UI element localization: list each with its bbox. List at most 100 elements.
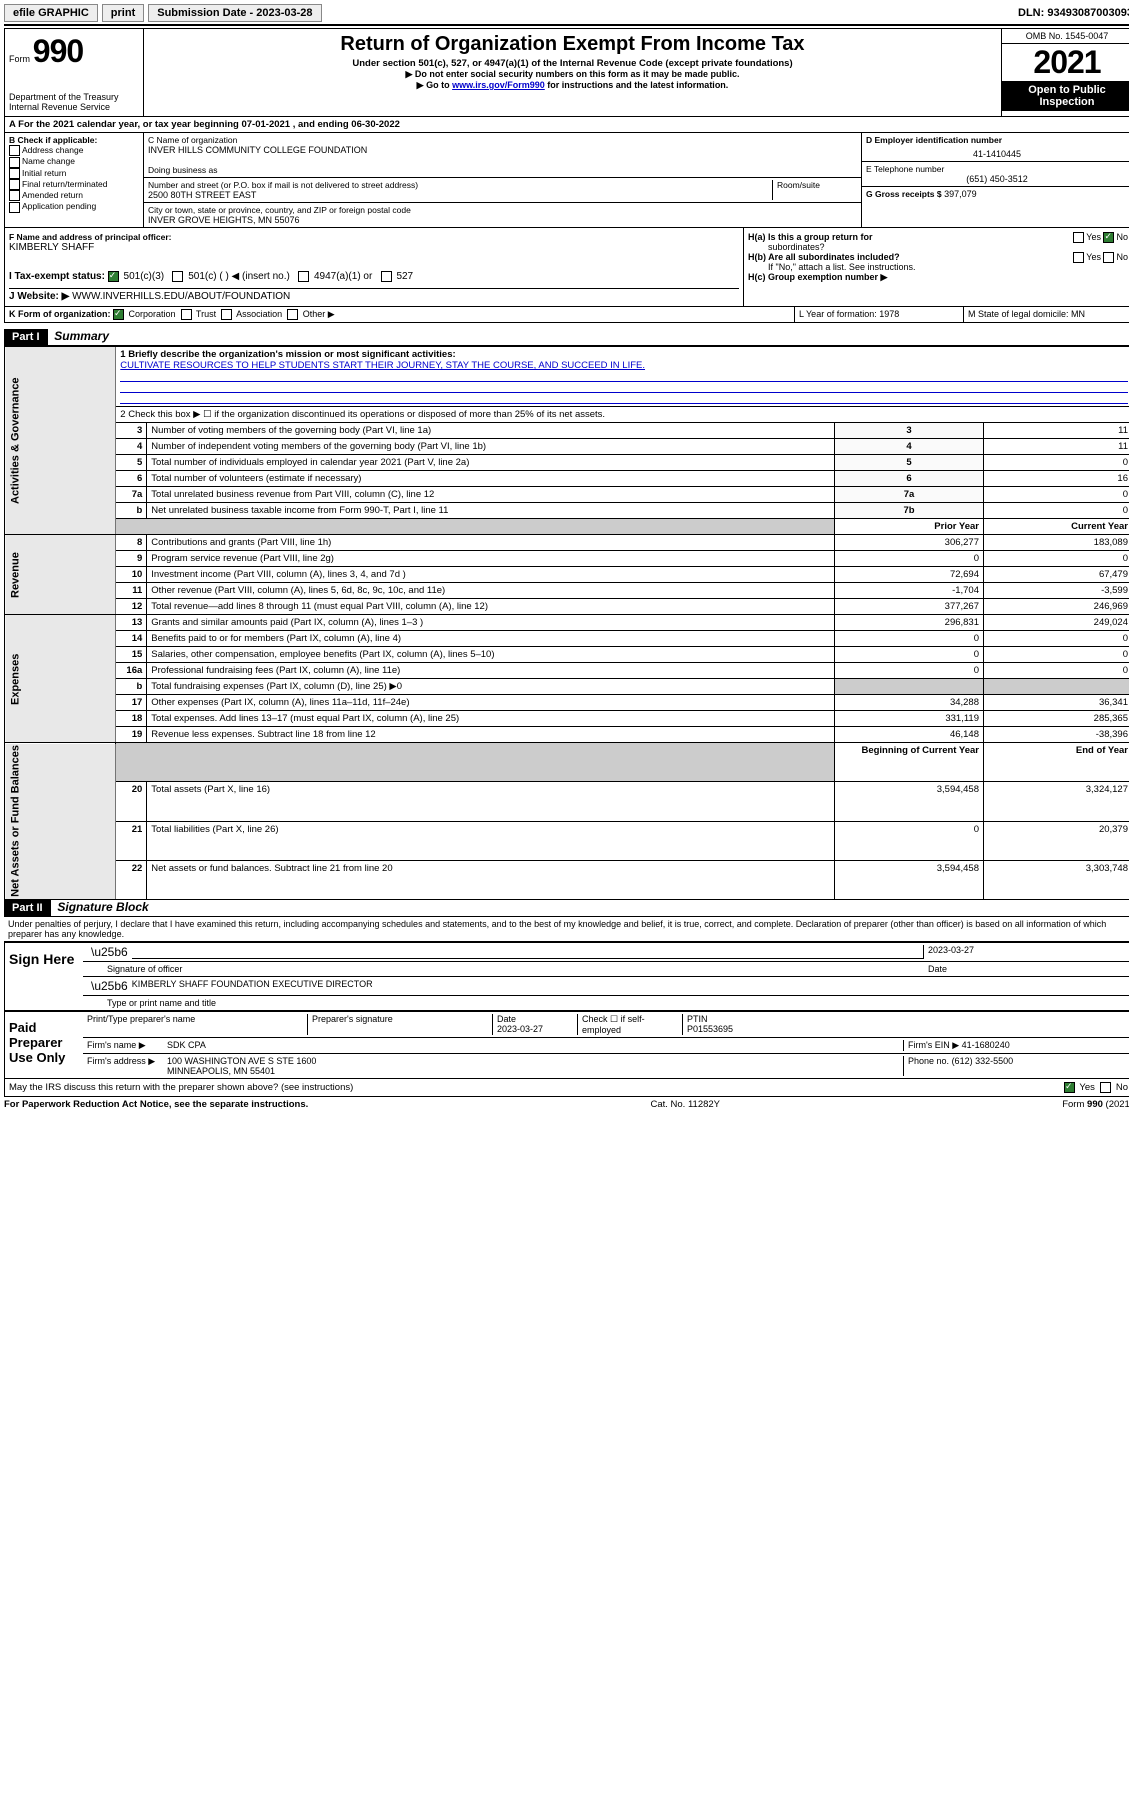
chk-corp[interactable]: [113, 309, 124, 320]
sig-date: 2023-03-27: [923, 945, 1128, 959]
submission-date-button[interactable]: Submission Date - 2023-03-28: [148, 4, 321, 22]
chk-Ha-yes[interactable]: [1073, 232, 1084, 243]
footer-right: Form 990 (2021): [1062, 1099, 1129, 1110]
form-prefix: Form: [9, 54, 30, 64]
chk-name-change[interactable]: Name change: [9, 156, 139, 167]
part2-header: Part II: [4, 900, 51, 916]
omb-number: OMB No. 1545-0047: [1002, 29, 1129, 44]
chk-501c3[interactable]: [108, 271, 119, 282]
E-label: E Telephone number: [866, 164, 1128, 174]
form-title: Return of Organization Exempt From Incom…: [148, 33, 997, 56]
part1-header: Part I: [4, 329, 48, 345]
page-footer: For Paperwork Reduction Act Notice, see …: [4, 1097, 1129, 1112]
top-bar: efile GRAPHIC print Submission Date - 20…: [4, 4, 1129, 22]
K-label: K Form of organization:: [9, 309, 111, 319]
Hb-row: H(b) Are all subordinates included? Yes …: [748, 252, 1128, 272]
chk-Ha-no[interactable]: [1103, 232, 1114, 243]
end-year-header: End of Year: [984, 743, 1129, 782]
subtitle-3: ▶ Go to www.irs.gov/Form990 for instruct…: [148, 80, 997, 91]
chk-Hb-yes[interactable]: [1073, 252, 1084, 263]
go-to-prefix: ▶ Go to: [417, 80, 452, 90]
chk-Hb-no[interactable]: [1103, 252, 1114, 263]
C-name-label: C Name of organization: [148, 135, 857, 145]
dept-treasury: Department of the Treasury: [9, 92, 139, 102]
ptin-col: PTINP01553695: [683, 1014, 1128, 1035]
J-label: J Website: ▶: [9, 291, 69, 302]
form-header: Form 990 Department of the Treasury Inte…: [4, 28, 1129, 117]
footer-mid: Cat. No. 11282Y: [650, 1099, 720, 1110]
open-public-badge: Open to Public Inspection: [1002, 81, 1129, 111]
officer-typed-name: KIMBERLY SHAFF FOUNDATION EXECUTIVE DIRE…: [132, 979, 373, 993]
paid-preparer-label: Paid Preparer Use Only: [5, 1012, 83, 1078]
part1-header-row: Part I Summary: [4, 329, 1129, 346]
exp-row: 15Salaries, other compensation, employee…: [5, 647, 1129, 663]
efile-graphic-button[interactable]: efile GRAPHIC: [4, 4, 98, 22]
M-state: M State of legal domicile: MN: [964, 307, 1129, 322]
room-suite-label: Room/suite: [777, 180, 857, 190]
mission-text: CULTIVATE RESOURCES TO HELP STUDENTS STA…: [120, 360, 1128, 371]
type-name-label: Type or print name and title: [107, 998, 216, 1008]
firm-phone: Phone no. (612) 332-5500: [903, 1056, 1128, 1076]
chk-amended-return[interactable]: Amended return: [9, 190, 139, 201]
sign-here-block: Sign Here \u25b6 2023-03-27 Signature of…: [4, 941, 1129, 1011]
chk-assoc[interactable]: [221, 309, 232, 320]
part1-title: Summary: [54, 329, 109, 343]
website-value: WWW.INVERHILLS.EDU/ABOUT/FOUNDATION: [72, 291, 290, 302]
chk-other[interactable]: [287, 309, 298, 320]
exp-row: 19Revenue less expenses. Subtract line 1…: [5, 727, 1129, 743]
chk-527[interactable]: [381, 271, 392, 282]
ptp-selfemp[interactable]: Check ☐ if self-employed: [578, 1014, 683, 1035]
irs-label: Internal Revenue Service: [9, 102, 139, 112]
vert-revenue: Revenue: [5, 535, 116, 615]
chk-application-pending[interactable]: Application pending: [9, 201, 139, 212]
line2: 2 Check this box ▶ ☐ if the organization…: [116, 407, 1129, 423]
exp-row: 14Benefits paid to or for members (Part …: [5, 631, 1129, 647]
rev-row: 12Total revenue—add lines 8 through 11 (…: [5, 599, 1129, 615]
sign-here-label: Sign Here: [5, 943, 83, 1010]
arrow-icon: \u25b6: [91, 945, 128, 959]
paid-preparer-block: Paid Preparer Use Only Print/Type prepar…: [4, 1011, 1129, 1079]
chk-discuss-yes[interactable]: [1064, 1082, 1075, 1093]
rev-row: 11Other revenue (Part VIII, column (A), …: [5, 583, 1129, 599]
chk-initial-return[interactable]: Initial return: [9, 168, 139, 179]
chk-trust[interactable]: [181, 309, 192, 320]
exp-row: 16aProfessional fundraising fees (Part I…: [5, 663, 1129, 679]
go-to-suffix: for instructions and the latest informat…: [545, 80, 729, 90]
chk-501c[interactable]: [172, 271, 183, 282]
org-name: INVER HILLS COMMUNITY COLLEGE FOUNDATION: [148, 145, 857, 155]
print-button[interactable]: print: [102, 4, 144, 22]
exp-row: bTotal fundraising expenses (Part IX, co…: [5, 679, 1129, 695]
subtitle-2: ▶ Do not enter social security numbers o…: [148, 69, 997, 80]
divider: [4, 24, 1129, 26]
chk-address-change[interactable]: Address change: [9, 145, 139, 156]
arrow-icon: \u25b6: [91, 979, 128, 993]
part1-table: Activities & Governance 1 Briefly descri…: [4, 346, 1129, 900]
tax-year: 2021: [1002, 44, 1129, 81]
chk-final-return[interactable]: Final return/terminated: [9, 179, 139, 190]
open-public-2: Inspection: [1039, 96, 1094, 108]
part2-header-row: Part II Signature Block: [4, 900, 1129, 917]
irs-link[interactable]: www.irs.gov/Form990: [452, 80, 545, 90]
net-row: 22Net assets or fund balances. Subtract …: [5, 860, 1129, 899]
prior-year-header: Prior Year: [835, 519, 984, 535]
I-label: I Tax-exempt status:: [9, 271, 105, 282]
exp-row: 18Total expenses. Add lines 13–17 (must …: [5, 711, 1129, 727]
D-label: D Employer identification number: [866, 135, 1128, 145]
line-A: A For the 2021 calendar year, or tax yea…: [4, 117, 1129, 133]
section-KLM: K Form of organization: Corporation Trus…: [4, 307, 1129, 323]
ptp-name-label: Print/Type preparer's name: [87, 1014, 308, 1035]
firm-ein: Firm's EIN ▶ 41-1680240: [903, 1040, 1128, 1051]
chk-4947[interactable]: [298, 271, 309, 282]
sig-officer-label: Signature of officer: [107, 964, 182, 974]
B-label: B Check if applicable:: [9, 135, 139, 145]
chk-discuss-no[interactable]: [1100, 1082, 1111, 1093]
L-year: L Year of formation: 1978: [795, 307, 964, 322]
street-address: 2500 80TH STREET EAST: [148, 190, 772, 200]
net-row: 20Total assets (Part X, line 16)3,594,45…: [5, 782, 1129, 821]
discuss-row: May the IRS discuss this return with the…: [4, 1079, 1129, 1097]
section-BCDEG: B Check if applicable: Address change Na…: [4, 133, 1129, 228]
open-public-1: Open to Public: [1028, 84, 1106, 96]
firm-name: SDK CPA: [167, 1040, 903, 1051]
F-label: F Name and address of principal officer:: [9, 232, 739, 242]
Ha-row: H(a) Is this a group return for Yes No s…: [748, 232, 1128, 252]
